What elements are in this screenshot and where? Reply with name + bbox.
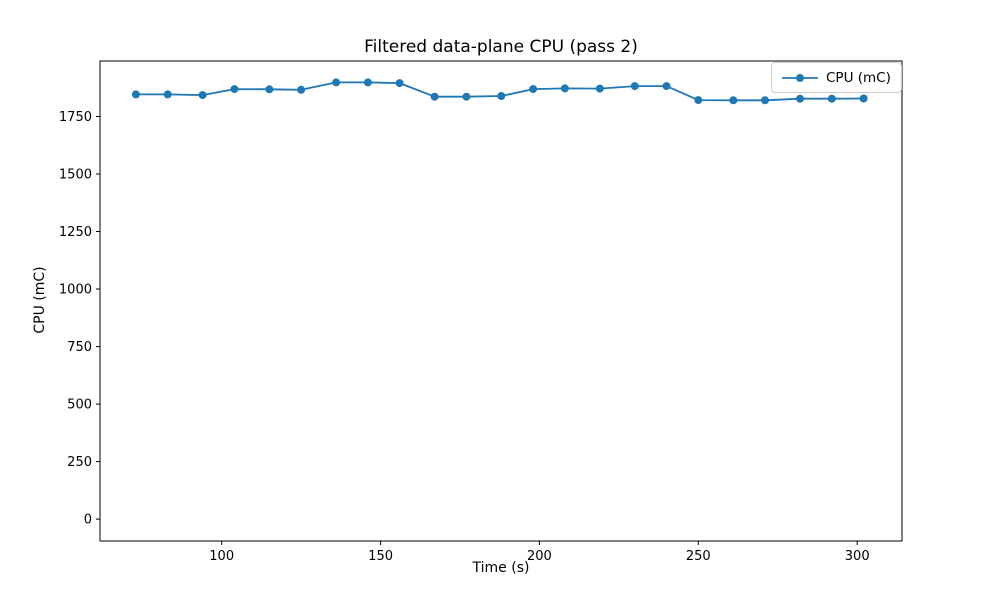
svg-text:250: 250 [67, 455, 92, 470]
svg-text:250: 250 [686, 549, 711, 564]
svg-text:1250: 1250 [59, 225, 92, 240]
svg-text:1500: 1500 [59, 168, 92, 183]
svg-text:0: 0 [84, 513, 92, 528]
svg-text:100: 100 [209, 549, 234, 564]
y-axis-label: CPU (mC) [32, 266, 48, 334]
svg-text:500: 500 [67, 398, 92, 413]
svg-text:1000: 1000 [59, 283, 92, 298]
svg-text:150: 150 [368, 549, 393, 564]
chart-title: Filtered data-plane CPU (pass 2) [364, 37, 638, 57]
legend: CPU (mC) [771, 62, 902, 93]
svg-text:750: 750 [67, 340, 92, 355]
svg-text:200: 200 [527, 549, 552, 564]
legend-line-marker-icon [782, 73, 818, 82]
svg-text:300: 300 [845, 549, 870, 564]
x-axis-label: Time (s) [472, 560, 530, 576]
svg-text:1750: 1750 [59, 110, 92, 125]
legend-label: CPU (mC) [826, 69, 891, 86]
